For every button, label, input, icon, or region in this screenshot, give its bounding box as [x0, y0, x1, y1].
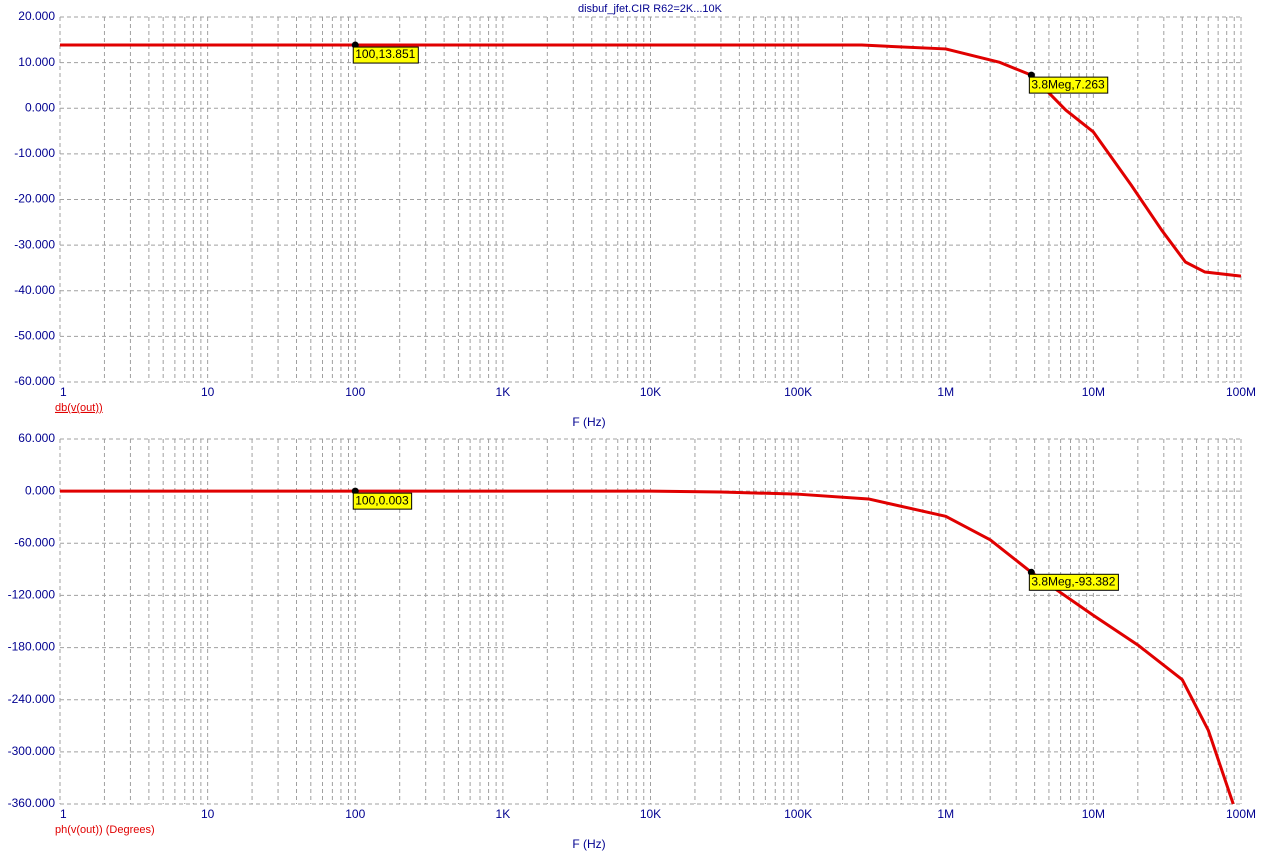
x-axis-label: F (Hz): [572, 415, 605, 429]
series-line: [60, 489, 1235, 805]
x-tick-label: 100M: [1226, 807, 1256, 821]
x-tick-label: 10M: [1082, 807, 1105, 821]
x-tick-label: 1: [60, 807, 67, 821]
y-tick-label: -10.000: [14, 146, 55, 160]
y-tick-label: -20.000: [14, 192, 55, 206]
y-tick-label: -180.000: [8, 640, 56, 654]
x-tick-label: 10K: [640, 385, 661, 399]
x-tick-label: 10: [201, 385, 215, 399]
x-tick-label: 1K: [496, 385, 511, 399]
y-tick-label: 20.000: [18, 9, 55, 23]
legend-label: db(v(out)): [55, 402, 103, 414]
series-line: [60, 43, 1242, 278]
y-tick-label: 0.000: [25, 483, 55, 497]
x-tick-label: 10K: [640, 807, 661, 821]
x-tick-label: 100M: [1226, 385, 1256, 399]
x-axis-label: F (Hz): [572, 837, 605, 851]
y-tick-label: -30.000: [14, 237, 55, 251]
y-tick-label: 10.000: [18, 55, 55, 69]
legend-label: ph(v(out)) (Degrees): [55, 824, 155, 836]
y-tick-label: 0.000: [25, 100, 55, 114]
y-tick-label: -240.000: [8, 692, 56, 706]
annotation-box: [1028, 573, 1119, 591]
y-tick-label: -360.000: [8, 796, 56, 810]
annotation-label: 3.8Meg,7.263: [1031, 77, 1105, 91]
x-tick-label: 1: [60, 385, 67, 399]
x-tick-label: 1M: [937, 385, 954, 399]
y-tick-label: -120.000: [8, 588, 56, 602]
annotation-label: 3.8Meg,-93.382: [1031, 574, 1115, 588]
x-tick-label: 10: [201, 807, 215, 821]
y-tick-label: 60.000: [18, 431, 55, 445]
annotation-label: 100,0.003: [355, 493, 409, 507]
chart-title: disbuf_jfet.CIR R62=2K...10K: [578, 3, 723, 15]
y-tick-label: -40.000: [14, 283, 55, 297]
x-tick-label: 100: [345, 385, 365, 399]
x-tick-label: 100: [345, 807, 365, 821]
x-tick-label: 10M: [1082, 385, 1105, 399]
y-tick-label: -60.000: [14, 535, 55, 549]
y-tick-label: -300.000: [8, 744, 56, 758]
x-tick-label: 100K: [784, 807, 812, 821]
x-tick-label: 100K: [784, 385, 812, 399]
y-tick-label: -50.000: [14, 329, 55, 343]
y-tick-label: -60.000: [14, 374, 55, 388]
annotation-box: [352, 46, 419, 64]
x-tick-label: 1K: [496, 807, 511, 821]
x-tick-label: 1M: [937, 807, 954, 821]
annotation-box: [1028, 76, 1109, 94]
annotation-label: 100,13.851: [355, 47, 415, 61]
annotation-box: [352, 492, 413, 510]
